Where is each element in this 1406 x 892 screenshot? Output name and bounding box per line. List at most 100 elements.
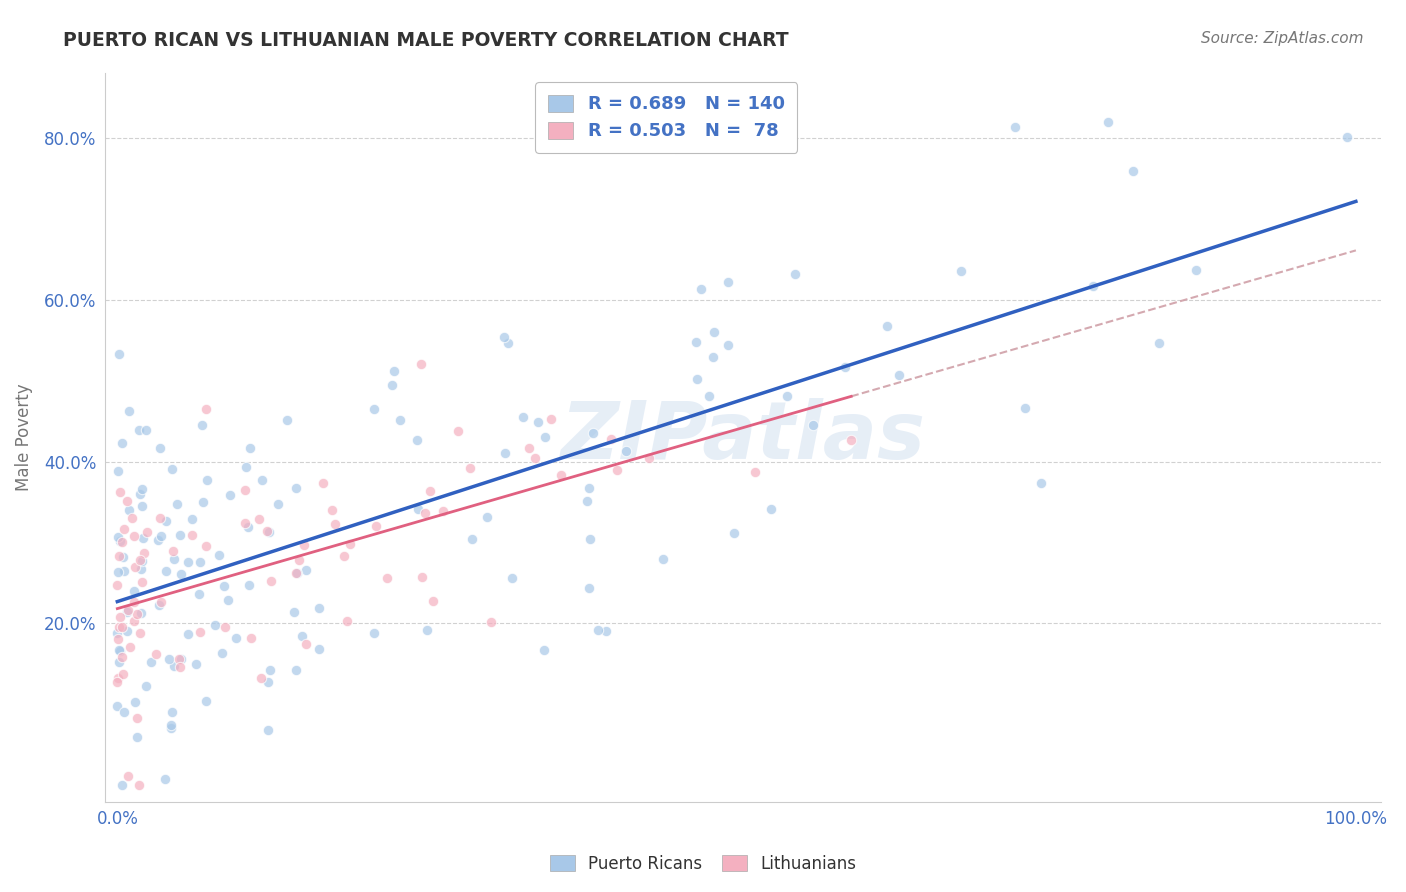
Point xyxy=(148,511,170,525)
Point xyxy=(638,450,661,465)
Point xyxy=(169,652,191,666)
Point xyxy=(163,552,186,566)
Point xyxy=(129,553,152,567)
Point xyxy=(136,525,159,540)
Point xyxy=(169,528,191,542)
Point xyxy=(1185,263,1208,277)
Point xyxy=(517,441,540,455)
Point xyxy=(384,363,406,377)
Point xyxy=(149,595,172,609)
Point xyxy=(125,711,148,725)
Point xyxy=(160,705,183,719)
Point xyxy=(111,620,134,634)
Point xyxy=(107,632,129,646)
Point xyxy=(195,539,218,553)
Point xyxy=(761,502,783,516)
Point xyxy=(257,675,280,690)
Point xyxy=(128,779,150,793)
Point xyxy=(686,372,709,386)
Point xyxy=(1097,114,1119,128)
Point xyxy=(195,694,218,708)
Point xyxy=(284,566,307,580)
Point xyxy=(112,667,135,681)
Point xyxy=(139,655,162,669)
Point xyxy=(107,674,129,689)
Point xyxy=(112,522,135,536)
Point xyxy=(651,551,673,566)
Point xyxy=(257,723,280,737)
Point xyxy=(339,536,361,550)
Point xyxy=(166,497,188,511)
Point xyxy=(115,605,138,619)
Point xyxy=(160,718,183,732)
Point xyxy=(364,519,387,533)
Point xyxy=(124,695,146,709)
Point xyxy=(239,632,262,646)
Point xyxy=(477,510,499,524)
Point xyxy=(124,614,146,628)
Point xyxy=(170,567,193,582)
Point xyxy=(118,640,141,654)
Point xyxy=(697,389,720,403)
Text: PUERTO RICAN VS LITHUANIAN MALE POVERTY CORRELATION CHART: PUERTO RICAN VS LITHUANIAN MALE POVERTY … xyxy=(63,31,789,50)
Point xyxy=(145,647,167,661)
Point xyxy=(181,528,204,542)
Point xyxy=(129,606,152,620)
Point xyxy=(117,769,139,783)
Point xyxy=(411,358,433,372)
Point xyxy=(108,533,131,548)
Point xyxy=(233,483,256,497)
Point xyxy=(533,643,555,657)
Point xyxy=(131,499,153,513)
Point xyxy=(107,643,129,657)
Point xyxy=(107,530,129,544)
Point xyxy=(157,651,180,665)
Point xyxy=(839,433,862,447)
Point xyxy=(108,656,131,670)
Point xyxy=(111,436,134,450)
Text: Source: ZipAtlas.com: Source: ZipAtlas.com xyxy=(1201,31,1364,46)
Point xyxy=(105,626,128,640)
Point xyxy=(312,475,335,490)
Point xyxy=(235,459,257,474)
Point xyxy=(149,529,172,543)
Point xyxy=(363,625,385,640)
Point xyxy=(578,533,600,547)
Point xyxy=(1336,130,1358,145)
Point xyxy=(494,329,516,343)
Point xyxy=(107,671,129,685)
Point xyxy=(122,583,145,598)
Point xyxy=(108,643,131,657)
Point xyxy=(363,402,385,417)
Point xyxy=(600,432,623,446)
Point xyxy=(479,615,502,630)
Point xyxy=(685,334,707,349)
Point xyxy=(422,594,444,608)
Point xyxy=(523,451,546,466)
Point xyxy=(527,415,550,429)
Point xyxy=(212,579,235,593)
Point xyxy=(135,423,157,437)
Point xyxy=(323,517,346,532)
Point xyxy=(155,564,177,578)
Point xyxy=(107,464,129,478)
Point xyxy=(461,532,484,546)
Point xyxy=(118,503,141,517)
Point xyxy=(117,603,139,617)
Point xyxy=(108,347,131,361)
Point xyxy=(190,624,212,639)
Point xyxy=(406,433,429,447)
Point xyxy=(148,599,170,613)
Point xyxy=(375,571,398,585)
Point xyxy=(135,679,157,693)
Point xyxy=(887,368,910,382)
Point xyxy=(285,663,308,677)
Point xyxy=(415,507,437,521)
Point xyxy=(321,502,343,516)
Point xyxy=(186,657,208,671)
Point xyxy=(111,535,134,549)
Point xyxy=(238,578,260,592)
Point xyxy=(512,409,534,424)
Point xyxy=(155,515,177,529)
Point xyxy=(785,267,807,281)
